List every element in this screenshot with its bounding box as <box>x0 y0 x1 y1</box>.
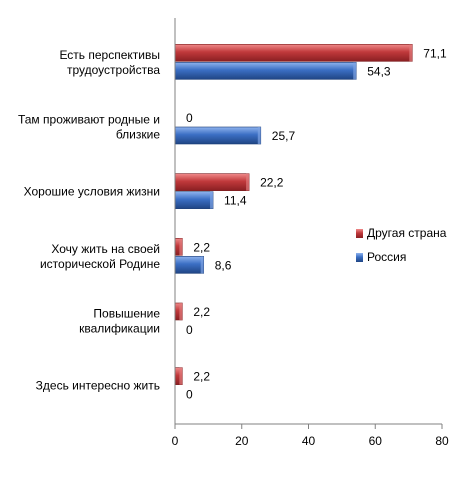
bar <box>174 256 205 274</box>
category-label-line: близкие <box>116 128 160 142</box>
category-label-line: Хочу жить на своей <box>51 242 160 256</box>
category-labels: Есть перспективы трудоустройства Там прожи… <box>18 48 160 393</box>
category-label: Есть перспективы трудоустройства <box>59 48 160 77</box>
bar <box>174 62 357 80</box>
legend-swatch <box>356 253 363 262</box>
category-label-line: трудоустройства <box>67 63 160 77</box>
legend-swatch <box>356 229 363 238</box>
x-tick-label: 40 <box>302 434 316 448</box>
bars-group <box>174 44 413 385</box>
category-label-line: квалификации <box>79 322 160 336</box>
data-label: 22,2 <box>260 176 284 190</box>
category-label-line: Там проживают родные и <box>18 113 160 127</box>
data-label: 54,3 <box>367 64 391 78</box>
bar <box>174 126 262 145</box>
category-label: Повышение квалификации <box>79 307 160 336</box>
data-label: 11,4 <box>224 194 247 208</box>
data-label: 0 <box>186 323 193 337</box>
data-label: 2,2 <box>193 370 210 384</box>
legend: Другая страна Россия <box>356 226 447 264</box>
x-tick-label: 60 <box>369 434 383 448</box>
bar-cap <box>179 367 183 385</box>
category-label-line: Здесь интересно жить <box>36 379 160 393</box>
legend-label: Россия <box>367 250 406 264</box>
data-label: 8,6 <box>215 258 232 272</box>
data-label: 2,2 <box>193 240 210 254</box>
category-label-line: Хорошие условия жизни <box>24 185 160 199</box>
data-label: 0 <box>186 111 193 125</box>
x-tick-label: 0 <box>172 434 179 448</box>
category-label: Хорошие условия жизни <box>24 185 160 199</box>
bar-cap <box>409 44 413 62</box>
category-label-line: исторической Родине <box>40 257 160 271</box>
x-axis: 0 20 40 60 80 <box>172 18 449 448</box>
bar <box>174 173 250 191</box>
bar-cap <box>200 256 204 274</box>
x-tick-label: 80 <box>435 434 449 448</box>
category-label-line: Есть перспективы <box>59 48 160 62</box>
bar-cap <box>179 238 183 256</box>
category-label: Там проживают родные и близкие <box>18 113 160 142</box>
bar-cap <box>246 173 250 191</box>
category-label-line: Повышение <box>93 307 160 321</box>
data-label: 71,1 <box>423 46 447 60</box>
data-label: 25,7 <box>272 129 296 143</box>
legend-label: Другая страна <box>367 226 447 240</box>
data-label: 2,2 <box>193 305 210 319</box>
bar-cap <box>179 303 183 320</box>
x-tick-label: 20 <box>235 434 249 448</box>
bar <box>174 44 413 62</box>
bar-cap <box>353 62 357 80</box>
bar <box>174 191 214 209</box>
bar-cap <box>210 191 214 209</box>
data-label: 0 <box>186 388 193 402</box>
category-label: Здесь интересно жить <box>36 379 160 393</box>
category-label: Хочу жить на своей исторической Родине <box>40 242 160 271</box>
bar-cap <box>257 127 261 144</box>
